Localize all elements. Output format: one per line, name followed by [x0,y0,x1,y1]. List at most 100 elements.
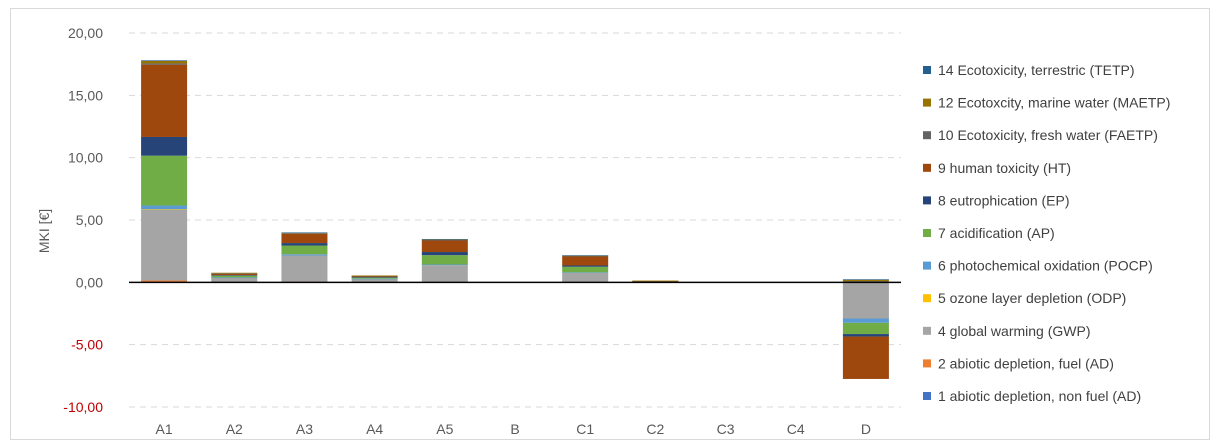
x-tick-label: B [510,421,519,437]
x-tick-label: C4 [787,421,805,437]
bar-segment [141,205,188,210]
bar-segment [141,63,188,65]
bar-segment [842,279,889,282]
legend-swatch [923,392,931,400]
bar-segment [562,255,609,256]
stacked-bar-chart: 20,00 15,00 10,00 5,00 0,00 -5,00 -10,00 A1 A2 A3… [36,25,1170,437]
legend-entry: 5 ozone layer depletion (ODP) [938,290,1126,306]
bar-segment [351,276,398,278]
bar-segment [351,277,398,279]
bar-segment [421,252,468,256]
bar-segment [842,336,889,379]
bar-segment [141,60,188,61]
bar-segment [211,272,258,274]
bar-segment [351,277,398,278]
bar-segment [281,255,328,282]
bar-segment [842,318,889,323]
y-tick-label: 20,00 [68,25,103,41]
bar-segment [211,277,258,279]
legend-swatch [923,98,931,107]
x-tick-label: A5 [436,421,453,437]
x-tick-label: C2 [646,421,664,437]
chart-frame: 20,00 15,00 10,00 5,00 0,00 -5,00 -10,00 A1 A2 A3… [10,8,1210,440]
x-tick-label: A1 [156,421,173,437]
bar-segment [211,273,258,276]
bar-segment [281,254,328,256]
bar-segment [562,256,609,266]
legend-entry: 8 eutrophication (EP) [938,192,1070,208]
legend-swatch [923,131,931,140]
bar-segment [351,275,398,277]
legend-swatch [923,261,931,270]
bar-segment [141,209,188,281]
legend-entry: 14 Ecotoxicity, terrestric (TETP) [938,62,1135,78]
bar-segment [842,322,889,335]
bar-segment [351,278,398,280]
y-axis-label: MKI [€] [36,209,52,253]
bar-segment [141,155,188,206]
y-tick-label: -5,00 [71,337,103,353]
bar-segment [562,266,609,273]
legend-swatch [923,229,931,237]
x-tick-label: A4 [366,421,383,437]
bar-segment [421,240,468,253]
x-tick-label: A3 [296,421,313,437]
legend-swatch [923,163,931,172]
bar-segment [562,272,609,283]
legend-swatch [923,196,931,205]
bar-segment [211,275,258,276]
y-tick-label: 15,00 [68,87,103,103]
bar-segment [842,334,889,337]
bar-segment [281,243,328,246]
bar-segment [281,245,328,255]
legend-swatch [923,326,931,335]
x-tick-label: D [861,421,871,437]
legend-swatch [923,66,931,74]
legend-entry: 2 abiotic depletion, fuel (AD) [938,355,1114,371]
bar-segment [842,282,889,319]
legend-entry: 7 acidification (AP) [938,225,1055,241]
bar-segment [421,264,468,266]
bar-segment [211,275,258,278]
legend-entry: 10 Ecotoxicity, fresh water (FAETP) [938,127,1158,143]
bar-segment [351,278,398,283]
legend-entry: 9 human toxicity (HT) [938,160,1071,176]
legend-entry: 12 Ecotoxcity, marine water (MAETP) [938,95,1170,111]
legend-entry: 6 photochemical oxidation (POCP) [938,258,1153,274]
y-tick-label: 10,00 [68,150,103,166]
bar-segment [211,277,258,283]
y-tick-label: 5,00 [76,212,103,228]
bar-segment [562,265,609,267]
bar-segment [211,273,258,274]
legend-swatch [923,294,931,303]
bar-segment [421,239,468,240]
axes: 20,00 15,00 10,00 5,00 0,00 -5,00 -10,00 A1 A2 A3… [63,25,901,437]
bars [141,60,889,379]
bar-segment [141,64,188,137]
bar-segment [351,275,398,277]
bar-segment [632,280,679,282]
bar-segment [421,255,468,265]
bar-segment [421,239,468,241]
bar-segment [141,60,188,64]
bar-segment [281,232,328,234]
x-tick-label: C3 [717,421,735,437]
bar-segment [141,136,188,156]
bar-segment [281,233,328,234]
bar-segment [281,233,328,244]
bar-segment [421,265,468,282]
x-tick-label: A2 [226,421,243,437]
legend: 14 Ecotoxicity, terrestric (TETP) 12 Ecot… [923,62,1170,404]
x-tick-label: C1 [576,421,594,437]
bar-segment [562,272,609,273]
bar-segment [562,255,609,257]
legend-entry: 1 abiotic depletion, non fuel (AD) [938,388,1141,404]
legend-entry: 4 global warming (GWP) [938,323,1091,339]
bar-segment [141,209,188,210]
y-tick-label: -10,00 [63,399,103,415]
bar-segment [141,280,188,282]
legend-swatch [923,359,931,368]
gridlines [129,32,901,408]
bar-segment [632,281,679,282]
bar-segment [842,279,889,280]
